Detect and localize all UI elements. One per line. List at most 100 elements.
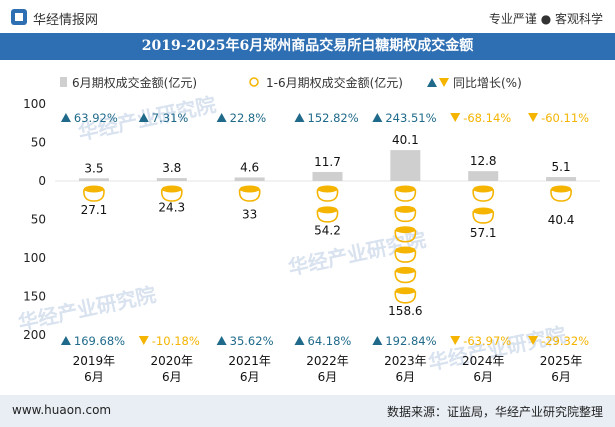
x-tick-label-month: 6月 <box>551 370 571 384</box>
ytd-pot-icon <box>394 185 417 202</box>
x-tick-label-month: 6月 <box>84 370 104 384</box>
ytd-value: 54.2 <box>314 224 341 238</box>
growth-ytd-down-icon <box>138 336 149 345</box>
ytd-pot-icon <box>550 185 572 202</box>
data-source: 数据来源：证监局，华经产业研究院整理 <box>386 405 603 419</box>
growth-down-icon <box>528 113 539 122</box>
ytd-value: 57.1 <box>470 226 497 240</box>
bar-month <box>468 171 499 181</box>
ytd-pot-icon <box>472 207 495 224</box>
growth-ytd-label: -63.97% <box>463 334 511 348</box>
bar-month-value: 40.1 <box>392 133 419 147</box>
x-tick-label-year: 2023年 <box>384 354 427 368</box>
growth-up-icon <box>60 113 71 122</box>
ytd-pot-icon <box>83 185 105 202</box>
bar-month <box>312 171 343 181</box>
growth-month-label: 243.51% <box>385 111 436 125</box>
huajing-logo-icon <box>11 9 27 25</box>
ytd-pot-icon <box>394 226 417 243</box>
growth-ytd-down-icon <box>450 336 461 345</box>
growth-ytd-up-icon <box>372 336 383 345</box>
ytd-pot-icon <box>160 185 183 202</box>
footer-bar: www.huaon.com 数据来源：证监局，华经产业研究院整理 <box>0 395 615 427</box>
legend-series-month: 6月期权成交金额(亿元) <box>72 75 197 90</box>
growth-month-label: 22.8% <box>230 111 267 125</box>
legend-down-triangle-icon <box>439 78 449 87</box>
ytd-value: 33 <box>242 207 257 221</box>
ytd-value: 27.1 <box>81 203 108 217</box>
legend-series-growth: 同比增长(%) <box>453 76 522 90</box>
growth-up-icon <box>138 113 149 122</box>
growth-ytd-label: -29.32% <box>541 334 589 348</box>
ytd-pot-icon <box>394 266 417 284</box>
growth-month-label: 152.82% <box>308 111 359 125</box>
growth-ytd-label: 192.84% <box>385 334 436 348</box>
bar-month-value: 5.1 <box>552 160 571 174</box>
y-tick-label: 150 <box>23 290 46 304</box>
legend-bar-swatch <box>60 77 67 87</box>
growth-up-icon <box>294 113 305 122</box>
x-tick-label-month: 6月 <box>473 370 493 384</box>
legend-series-ytd: 1-6月期权成交金额(亿元) <box>266 75 403 90</box>
x-tick-label-year: 2019年 <box>73 354 116 368</box>
x-tick-label-year: 2021年 <box>228 354 271 368</box>
y-tick-label: 100 <box>23 97 46 111</box>
x-tick-label-year: 2024年 <box>462 354 505 368</box>
chart-title: 2019-2025年6月郑州商品交易所白糖期权成交金额 <box>141 38 474 54</box>
y-tick-label: 100 <box>23 251 46 265</box>
ytd-value: 40.4 <box>548 213 575 227</box>
ytd-value: 158.6 <box>388 304 422 318</box>
legend-pot-swatch <box>249 77 259 87</box>
brand-name: 华经情报网 <box>33 13 99 28</box>
ytd-pot-icon <box>316 206 339 223</box>
chart-svg: 华经产业研究院华经产业研究院华经产业研究院华经产业研究院6月期权成交金额(亿元)… <box>16 75 600 384</box>
x-tick-label-month: 6月 <box>240 370 260 384</box>
bar-month <box>390 150 421 181</box>
growth-ytd-label: 169.68% <box>74 334 125 348</box>
chart-area: 华经产业研究院 华经产业研究院 华经产业研究院 华经产业研究院 6月期权成交金额(亿元)… <box>0 60 615 395</box>
growth-month-label: -68.14% <box>463 111 511 125</box>
legend-up-triangle-icon <box>427 78 437 87</box>
x-tick-label-year: 2022年 <box>306 354 349 368</box>
growth-ytd-up-icon <box>216 336 227 345</box>
growth-month-label: -60.11% <box>541 111 589 125</box>
bar-month <box>78 178 109 181</box>
growth-ytd-down-icon <box>528 336 539 345</box>
y-tick-label: 50 <box>31 213 46 227</box>
x-tick-label-year: 2020年 <box>151 354 194 368</box>
tagline: 专业严谨 ● 客观科学 <box>488 12 603 26</box>
bar-month <box>546 177 577 181</box>
bar-month <box>234 177 265 181</box>
x-tick-label-month: 6月 <box>318 370 338 384</box>
growth-ytd-up-icon <box>294 336 305 345</box>
growth-ytd-label: 64.18% <box>308 334 352 348</box>
growth-ytd-label: 35.62% <box>230 334 274 348</box>
ytd-value: 24.3 <box>158 201 185 215</box>
x-tick-label-year: 2025年 <box>540 354 583 368</box>
y-tick-label: 200 <box>23 328 46 342</box>
title-bar: 2019-2025年6月郑州商品交易所白糖期权成交金额 <box>0 33 615 60</box>
ytd-pot-icon <box>316 185 339 202</box>
bar-month-value: 12.8 <box>470 154 497 168</box>
growth-up-icon <box>372 113 383 122</box>
ytd-pot-icon <box>472 185 495 202</box>
site-url: www.huaon.com <box>12 403 112 417</box>
ytd-pot-icon <box>394 287 417 304</box>
growth-up-icon <box>216 113 227 122</box>
ytd-pot-icon <box>394 246 417 263</box>
bar-month-value: 3.5 <box>84 161 103 175</box>
bar-month-value: 4.6 <box>240 160 259 174</box>
growth-down-icon <box>450 113 461 122</box>
bar-month-value: 3.8 <box>162 161 181 175</box>
y-tick-label: 50 <box>31 136 46 150</box>
x-tick-label-month: 6月 <box>396 370 416 384</box>
bar-month-value: 11.7 <box>314 155 341 169</box>
ytd-pot-icon <box>394 205 417 223</box>
ytd-pot-icon <box>238 185 261 202</box>
y-tick-label: 0 <box>38 174 46 188</box>
growth-ytd-label: -10.18% <box>152 334 200 348</box>
bar-month <box>156 178 187 181</box>
growth-month-label: 7.31% <box>152 111 189 125</box>
top-bar: 华经情报网 专业严谨 ● 客观科学 <box>0 0 615 33</box>
growth-ytd-up-icon <box>60 336 71 345</box>
